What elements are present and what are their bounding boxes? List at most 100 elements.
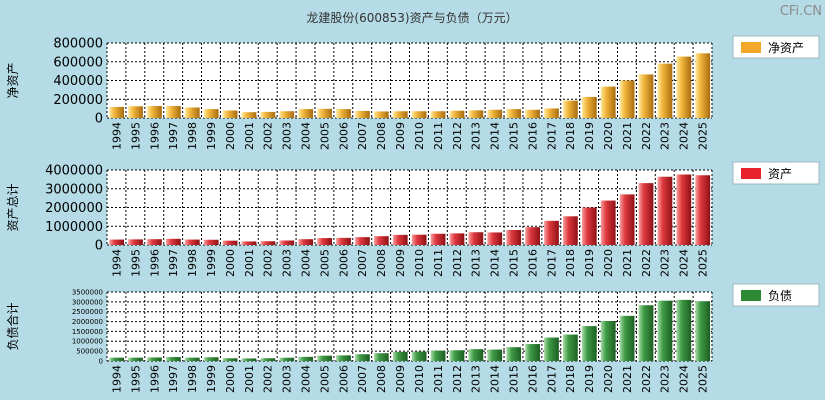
bar	[241, 358, 257, 361]
y-tick-label: 2500000	[72, 308, 103, 316]
x-tick-label: 2019	[583, 122, 596, 150]
x-tick-label: 2022	[640, 249, 653, 277]
bar	[695, 301, 711, 361]
bar	[506, 109, 522, 118]
x-tick-label: 2004	[300, 249, 313, 277]
x-tick-label: 1996	[148, 249, 161, 277]
bar	[355, 110, 370, 118]
x-tick-label: 2010	[413, 365, 426, 393]
bar	[638, 305, 654, 361]
x-tick-label: 2025	[697, 365, 710, 393]
y-tick-label: 200000	[53, 93, 103, 108]
bar	[600, 320, 616, 361]
legend-swatch	[741, 168, 761, 179]
x-tick-label: 2017	[545, 249, 558, 277]
bar	[430, 233, 446, 245]
x-tick-label: 2018	[564, 122, 577, 150]
bar	[676, 174, 692, 245]
bar	[279, 111, 295, 118]
x-tick-label: 2014	[489, 249, 502, 277]
bar	[525, 109, 540, 118]
bar	[128, 106, 143, 118]
bar	[581, 207, 597, 245]
y-tick-label: 600000	[53, 55, 103, 70]
bar	[619, 315, 635, 361]
x-tick-label: 2005	[318, 365, 331, 393]
bar	[468, 349, 484, 361]
x-tick-label: 1994	[110, 365, 123, 393]
x-tick-label: 2005	[318, 122, 331, 150]
bar	[544, 220, 559, 245]
bar	[392, 111, 408, 118]
x-tick-label: 2006	[337, 365, 350, 393]
x-tick-label: 2011	[432, 249, 445, 277]
x-tick-label: 2013	[470, 249, 483, 277]
x-tick-label: 2016	[526, 249, 539, 277]
bar	[657, 300, 673, 361]
y-tick-label: 1000000	[72, 338, 103, 346]
x-tick-label: 1997	[167, 249, 180, 277]
x-tick-label: 2002	[262, 365, 275, 393]
x-tick-label: 2005	[318, 249, 331, 277]
x-tick-label: 2017	[545, 122, 558, 150]
bar	[430, 111, 446, 118]
bar	[298, 239, 314, 245]
x-tick-label: 2024	[678, 122, 691, 150]
x-tick-label: 2021	[621, 122, 634, 150]
bar	[147, 106, 162, 118]
y-tick-label: 1500000	[72, 328, 103, 336]
bar	[525, 344, 540, 361]
bar	[638, 74, 654, 118]
y-tick-label: 0	[95, 239, 103, 254]
x-tick-label: 2015	[507, 365, 520, 393]
x-tick-label: 2008	[375, 122, 388, 150]
x-tick-label: 2025	[697, 249, 710, 277]
bar	[676, 56, 692, 118]
y-tick-label: 3500000	[72, 288, 103, 296]
bar	[147, 239, 162, 245]
bar	[222, 358, 238, 361]
bar	[128, 357, 143, 361]
x-tick-label: 2009	[394, 122, 407, 150]
y-axis-title: 净资产	[6, 62, 20, 98]
x-tick-label: 2023	[659, 249, 672, 277]
x-tick-label: 2021	[621, 365, 634, 393]
legend: 净资产	[732, 35, 820, 59]
x-tick-label: 1997	[167, 365, 180, 393]
x-tick-label: 2017	[545, 365, 558, 393]
legend-label: 负债	[768, 289, 792, 303]
x-tick-label: 2000	[224, 249, 237, 277]
bar	[600, 86, 616, 118]
bar	[317, 355, 332, 361]
bar	[222, 240, 238, 245]
x-tick-label: 2007	[356, 122, 369, 150]
x-tick-label: 2015	[507, 249, 520, 277]
bar	[355, 354, 370, 361]
legend: 资产	[732, 161, 820, 185]
x-tick-label: 2000	[224, 122, 237, 150]
bar	[336, 237, 351, 245]
bar	[657, 63, 673, 118]
y-tick-label: 2000000	[45, 201, 103, 216]
bar	[336, 355, 351, 361]
x-tick-label: 2002	[262, 122, 275, 150]
x-tick-label: 1996	[148, 365, 161, 393]
bar	[430, 350, 446, 361]
y-axis-title: 负债合计	[5, 302, 20, 350]
x-tick-label: 1998	[186, 122, 199, 150]
x-tick-label: 2003	[281, 249, 294, 277]
chart-title: 龙建股份(600853)资产与负债（万元）	[306, 11, 517, 25]
bar	[298, 356, 314, 361]
bar	[184, 357, 200, 361]
x-tick-label: 2024	[678, 249, 691, 277]
bar	[203, 357, 219, 361]
bar	[260, 241, 276, 245]
bar	[619, 194, 635, 245]
x-tick-label: 2020	[602, 365, 615, 393]
bar	[487, 232, 503, 245]
bar	[373, 236, 389, 245]
bar	[147, 357, 162, 361]
bar	[109, 106, 125, 118]
bar	[676, 299, 692, 361]
